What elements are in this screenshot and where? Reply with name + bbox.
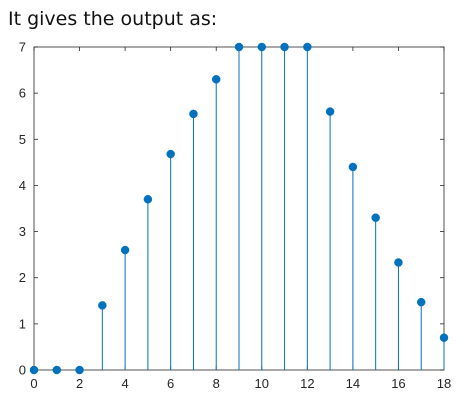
stem-marker (439, 333, 449, 342)
y-tick-label: 3 (19, 224, 26, 239)
stem-marker (211, 75, 221, 84)
y-tick-label: 0 (19, 363, 26, 378)
stem-marker (348, 162, 358, 172)
stem-marker (166, 149, 175, 159)
stem-marker (143, 195, 153, 204)
x-tick-label: 0 (30, 376, 37, 391)
x-tick-label: 4 (121, 376, 128, 391)
stem-marker (303, 42, 312, 52)
stem-marker (416, 297, 426, 307)
x-tick-label: 8 (213, 376, 220, 391)
y-tick-label: 6 (19, 86, 26, 101)
stem-marker (371, 213, 380, 222)
stems (101, 47, 445, 370)
y-tick-label: 5 (19, 132, 26, 147)
x-tick-label: 2 (76, 376, 83, 391)
stem-marker (257, 42, 267, 52)
x-tick-label: 16 (391, 376, 405, 391)
stem-marker (52, 365, 62, 375)
x-tick-label: 10 (255, 376, 269, 391)
y-tick-label: 2 (19, 270, 26, 285)
stem-marker (394, 258, 403, 267)
x-tick-label: 6 (167, 376, 174, 391)
stem-marker (120, 245, 130, 255)
x-tick-label: 18 (437, 376, 451, 391)
stem-marker (325, 107, 335, 116)
stem-marker (189, 109, 198, 119)
y-tick-label: 4 (19, 178, 26, 193)
y-tick-label: 7 (19, 40, 26, 55)
stem-marker (234, 42, 244, 52)
stem-marker (29, 365, 39, 375)
x-tick-label: 12 (300, 376, 314, 391)
markers (29, 42, 449, 375)
x-tick-label: 14 (346, 376, 360, 391)
caption-text: It gives the output as: (8, 8, 218, 30)
stem-marker (280, 42, 289, 52)
y-tick-label: 1 (19, 316, 26, 331)
stem-marker (75, 365, 84, 375)
stem-marker (98, 301, 107, 310)
